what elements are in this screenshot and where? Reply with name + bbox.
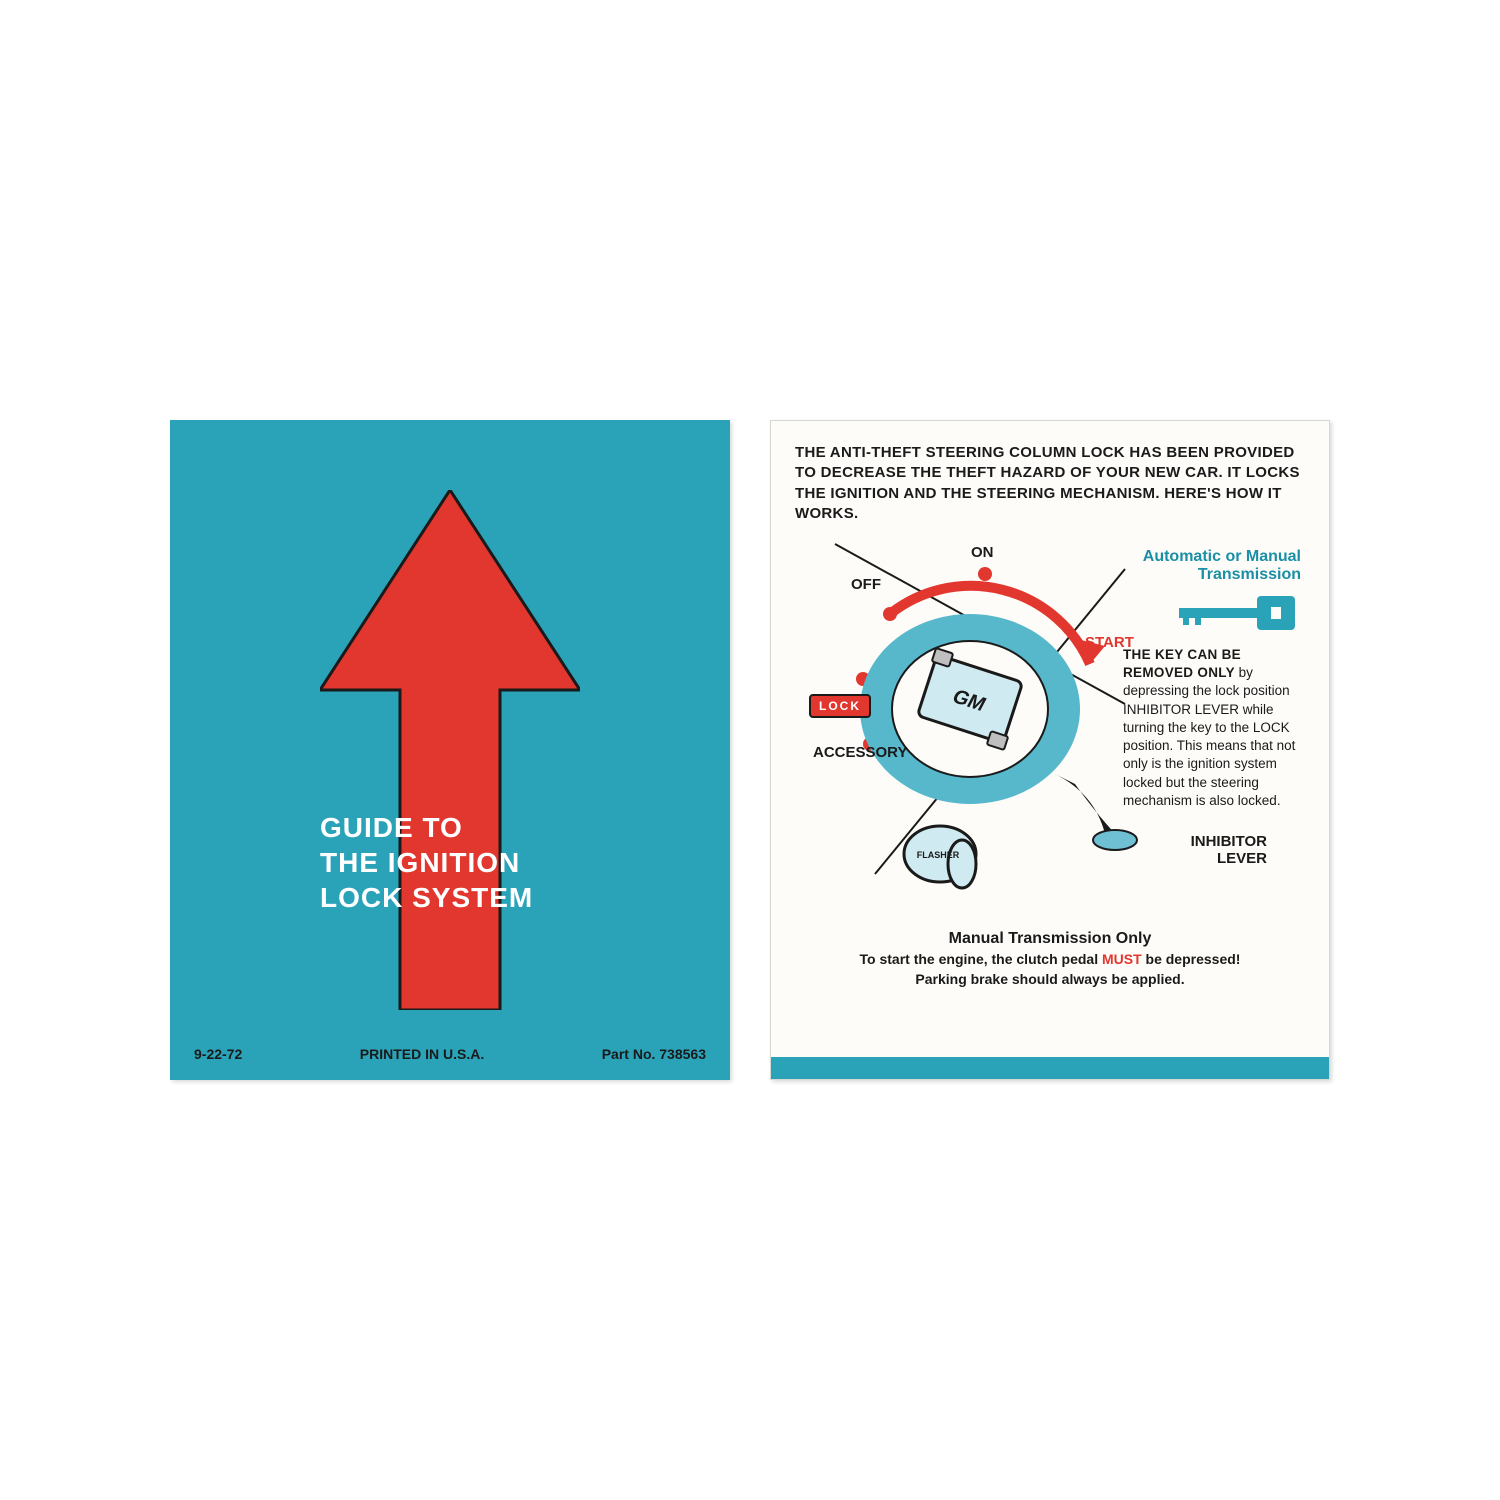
transmission-heading: Automatic or Manual Transmission — [1143, 548, 1301, 583]
label-accessory: ACCESSORY — [813, 744, 907, 761]
key-removal-text: THE KEY CAN BE REMOVED ONLY by depressin… — [1123, 646, 1301, 810]
print-date: 9-22-72 — [194, 1046, 242, 1062]
transmission-heading-line: Transmission — [1143, 566, 1301, 584]
intro-text: THE ANTI-THEFT STEERING COLUMN LOCK HAS … — [795, 443, 1305, 524]
label-lock: LOCK — [809, 694, 871, 718]
label-off: OFF — [851, 576, 881, 593]
bottom-stripe — [771, 1057, 1329, 1079]
printed-in: PRINTED IN U.S.A. — [360, 1046, 484, 1062]
key-icon — [1179, 592, 1299, 634]
svg-text:FLASHER: FLASHER — [917, 850, 960, 860]
ignition-diagram: GM FLASHER OFF ON START LOCK ACCESSORY A… — [795, 534, 1305, 924]
manual-line-part: be depressed! — [1142, 951, 1241, 967]
cover-title: GUIDE TO THE IGNITION LOCK SYSTEM — [320, 810, 580, 915]
inhibitor-label-line: LEVER — [1191, 851, 1267, 868]
inhibitor-label-line: INHIBITOR — [1191, 834, 1267, 851]
must-word: MUST — [1102, 951, 1142, 967]
arrow-icon — [320, 490, 580, 1010]
cover-card: GUIDE TO THE IGNITION LOCK SYSTEM 9-22-7… — [170, 420, 730, 1080]
cover-title-line: GUIDE TO — [320, 810, 580, 845]
manual-transmission-note: Manual Transmission Only To start the en… — [795, 930, 1305, 989]
key-removal-body: by depressing the lock position INHIBITO… — [1123, 665, 1295, 808]
manual-line2: Parking brake should always be applied. — [915, 971, 1184, 987]
manual-heading: Manual Transmission Only — [795, 930, 1305, 948]
cover-title-line: THE IGNITION — [320, 845, 580, 880]
label-on: ON — [971, 544, 994, 561]
key-removal-lead: THE KEY CAN BE REMOVED ONLY — [1123, 647, 1241, 680]
part-number: Part No. 738563 — [602, 1046, 706, 1062]
transmission-heading-line: Automatic or Manual — [1143, 548, 1301, 566]
instruction-card: THE ANTI-THEFT STEERING COLUMN LOCK HAS … — [770, 420, 1330, 1080]
inhibitor-label: INHIBITOR LEVER — [1191, 834, 1267, 867]
cover-footer: 9-22-72 PRINTED IN U.S.A. Part No. 73856… — [170, 1046, 730, 1062]
cover-title-line: LOCK SYSTEM — [320, 880, 580, 915]
manual-body: To start the engine, the clutch pedal MU… — [795, 950, 1305, 989]
manual-line-part: To start the engine, the clutch pedal — [860, 951, 1102, 967]
